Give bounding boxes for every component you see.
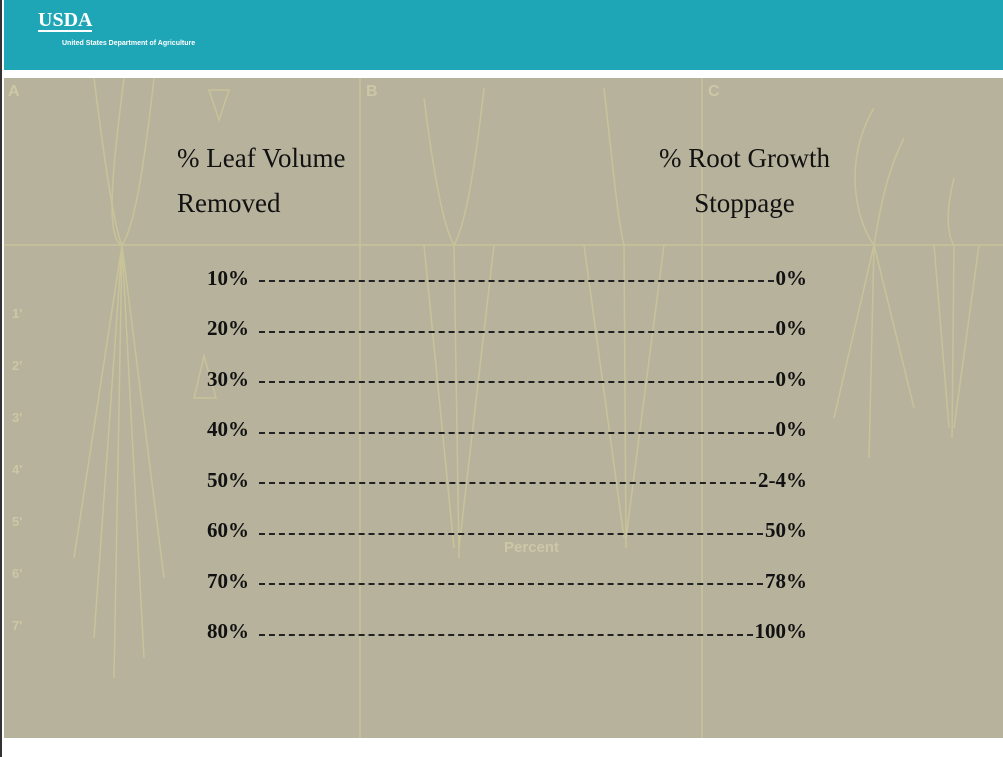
root-stoppage: 0%: [775, 366, 808, 391]
root-stoppage: 2-4%: [758, 467, 807, 492]
dash-leader: [259, 583, 763, 585]
background-label: B: [366, 83, 378, 100]
dash-leader: [259, 532, 763, 535]
content-panel: A B C Percent 1' 2' 3' 4' 5' 6' 7' % Leaf Volume R…: [4, 78, 1003, 738]
root-stoppage: 100%: [754, 619, 808, 643]
background-label: 4': [12, 462, 22, 477]
leaf-removed: 60%: [207, 518, 249, 542]
left-heading: % Leaf Volume Removed: [177, 136, 345, 226]
root-stoppage: 78%: [765, 568, 807, 593]
leaf-removed: 10%: [207, 265, 249, 290]
root-stoppage: 50%: [765, 518, 807, 542]
table-row: 50% 2-4%: [207, 465, 807, 495]
table-row: 20% 0%: [207, 314, 807, 344]
table-row: 10% 0%: [207, 263, 807, 293]
background-label: 6': [12, 566, 22, 581]
dash-leader: [259, 431, 774, 434]
background-label: Percent: [504, 539, 559, 556]
header-bar: USDA United States Department of Agricul…: [4, 0, 1003, 70]
leaf-removed: 80%: [207, 619, 249, 643]
heading-line: Removed: [177, 188, 281, 218]
leaf-removed: 50%: [207, 467, 249, 492]
right-heading: % Root Growth Stoppage: [659, 136, 830, 226]
plant-drawing: [4, 78, 1003, 738]
table-row: 70% 78%: [207, 566, 807, 596]
dash-leader: [259, 330, 774, 333]
table-row: 60% 50%: [207, 516, 807, 546]
background-label: C: [708, 83, 720, 100]
dash-leader: [259, 482, 756, 484]
background-label: 2': [12, 358, 22, 373]
agency-name: United States Department of Agriculture: [62, 40, 196, 47]
root-stoppage: 0%: [775, 316, 808, 340]
table-row: 80% 100%: [207, 617, 807, 647]
root-stoppage: 0%: [775, 265, 808, 290]
background-label: A: [8, 83, 20, 100]
dash-leader: [259, 381, 774, 383]
background-label: 5': [12, 514, 22, 529]
heading-line: Stoppage: [694, 188, 795, 218]
logo: USDA: [38, 9, 93, 32]
leaf-removed: 20%: [207, 316, 249, 340]
dash-leader: [259, 280, 774, 282]
leaf-removed: 30%: [207, 366, 249, 391]
table-row: 40% 0%: [207, 415, 807, 445]
dash-leader: [259, 633, 753, 636]
heading-line: % Root Growth: [659, 143, 830, 173]
leaf-removed: 40%: [207, 417, 249, 441]
table-row: 30% 0%: [207, 364, 807, 394]
background-label: 1': [12, 306, 22, 321]
background-label: 3': [12, 410, 22, 425]
background-illustration: A B C Percent 1' 2' 3' 4' 5' 6' 7': [4, 78, 1003, 738]
leaf-removed: 70%: [207, 568, 249, 593]
heading-line: % Leaf Volume: [177, 143, 346, 173]
background-label: 7': [12, 618, 22, 633]
root-stoppage: 0%: [775, 417, 808, 441]
